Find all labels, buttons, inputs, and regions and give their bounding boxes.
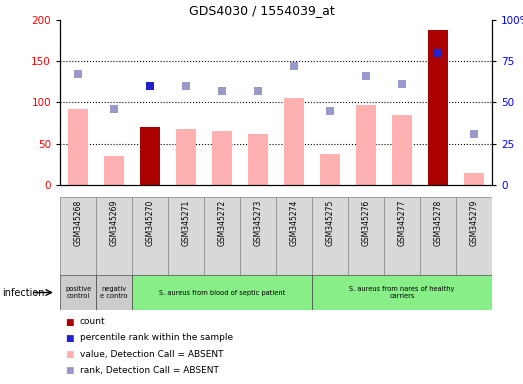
Bar <box>464 173 484 185</box>
Point <box>362 73 370 79</box>
Point <box>434 50 442 56</box>
Text: GDS4030 / 1554039_at: GDS4030 / 1554039_at <box>189 4 334 17</box>
Bar <box>96 197 132 275</box>
Bar <box>284 98 304 185</box>
Point <box>326 108 334 114</box>
Text: negativ
e contro: negativ e contro <box>100 286 128 299</box>
Text: GSM345271: GSM345271 <box>181 200 190 246</box>
Point <box>398 81 406 88</box>
Point <box>110 106 118 112</box>
Bar <box>456 197 492 275</box>
Text: GSM345273: GSM345273 <box>254 200 263 246</box>
Bar <box>312 197 348 275</box>
Bar <box>276 197 312 275</box>
Point <box>290 63 298 69</box>
Bar <box>176 129 196 185</box>
Bar <box>132 275 312 310</box>
Point <box>218 88 226 94</box>
Text: GSM345276: GSM345276 <box>361 200 370 246</box>
Text: S. aureus from blood of septic patient: S. aureus from blood of septic patient <box>159 290 285 296</box>
Bar <box>356 105 376 185</box>
Bar <box>104 156 124 185</box>
Bar <box>348 197 384 275</box>
Text: ■: ■ <box>65 318 74 326</box>
Text: GSM345269: GSM345269 <box>109 200 119 246</box>
Point <box>74 71 82 78</box>
Text: ■: ■ <box>65 366 74 374</box>
Text: ■: ■ <box>65 349 74 359</box>
Bar <box>60 275 96 310</box>
Text: GSM345268: GSM345268 <box>74 200 83 246</box>
Text: ■: ■ <box>65 333 74 343</box>
Text: positive
control: positive control <box>65 286 91 299</box>
Point <box>182 83 190 89</box>
Bar <box>212 131 232 185</box>
Bar <box>392 115 412 185</box>
Text: GSM345275: GSM345275 <box>325 200 335 246</box>
Bar <box>420 197 456 275</box>
Bar <box>96 275 132 310</box>
Point <box>254 88 262 94</box>
Bar <box>132 197 168 275</box>
Bar <box>60 197 96 275</box>
Point <box>146 83 154 89</box>
Bar <box>240 197 276 275</box>
Text: GSM345274: GSM345274 <box>290 200 299 246</box>
Bar <box>248 134 268 185</box>
Bar <box>384 197 420 275</box>
Bar <box>68 109 88 185</box>
Bar <box>140 127 160 185</box>
Bar <box>168 197 204 275</box>
Text: GSM345279: GSM345279 <box>470 200 479 246</box>
Text: percentile rank within the sample: percentile rank within the sample <box>80 333 233 343</box>
Point <box>470 131 478 137</box>
Text: count: count <box>80 318 106 326</box>
Text: rank, Detection Call = ABSENT: rank, Detection Call = ABSENT <box>80 366 219 374</box>
Text: GSM345272: GSM345272 <box>218 200 226 246</box>
Bar <box>204 197 240 275</box>
Bar <box>428 30 448 185</box>
Text: GSM345278: GSM345278 <box>434 200 442 246</box>
Text: S. aureus from nares of healthy
carriers: S. aureus from nares of healthy carriers <box>349 286 454 299</box>
Text: GSM345270: GSM345270 <box>145 200 154 246</box>
Text: value, Detection Call = ABSENT: value, Detection Call = ABSENT <box>80 349 223 359</box>
Text: infection: infection <box>3 288 45 298</box>
Bar <box>312 275 492 310</box>
Bar <box>320 154 340 185</box>
Text: GSM345277: GSM345277 <box>397 200 406 246</box>
